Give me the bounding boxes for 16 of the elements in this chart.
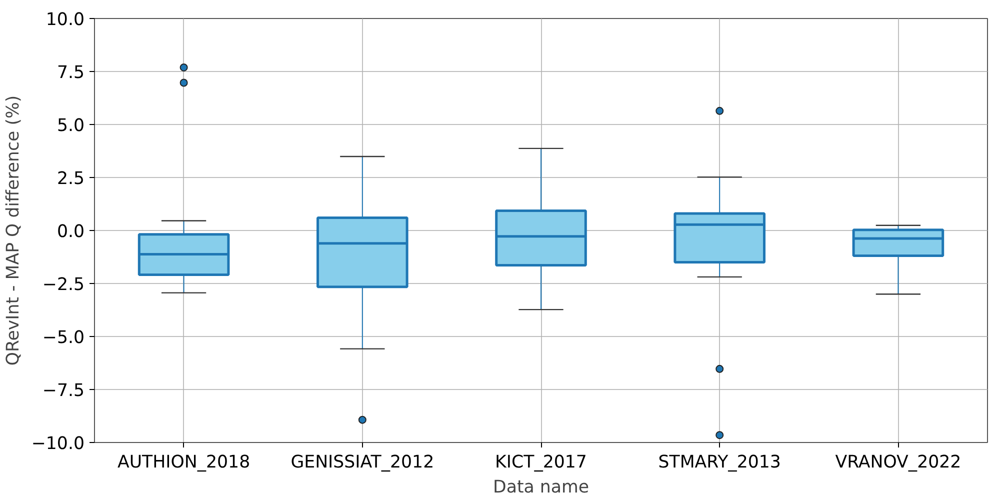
y-tick-label: 10.0 (46, 10, 85, 30)
y-tick-label: 0.0 (56, 222, 85, 242)
y-tick-label: 5.0 (56, 116, 85, 136)
y-tick-label: 7.5 (56, 63, 85, 83)
y-axis-title: QRevInt - MAP Q difference (%) (3, 95, 24, 366)
y-tick-label: −7.5 (42, 381, 84, 401)
x-tick-label: KICT_2017 (495, 452, 587, 472)
x-tick-label: VRANOV_2022 (835, 452, 962, 472)
x-tick-label: STMARY_2013 (658, 452, 781, 472)
y-tick-label: −5.0 (42, 328, 84, 348)
y-tick-label: −10.0 (31, 434, 85, 454)
x-tick-label: GENISSIAT_2012 (290, 452, 434, 472)
x-axis-title: Data name (492, 478, 590, 498)
y-tick-label: −2.5 (42, 275, 84, 295)
x-tick-label: AUTHION_2018 (117, 452, 250, 472)
y-tick-label: 2.5 (56, 169, 85, 189)
